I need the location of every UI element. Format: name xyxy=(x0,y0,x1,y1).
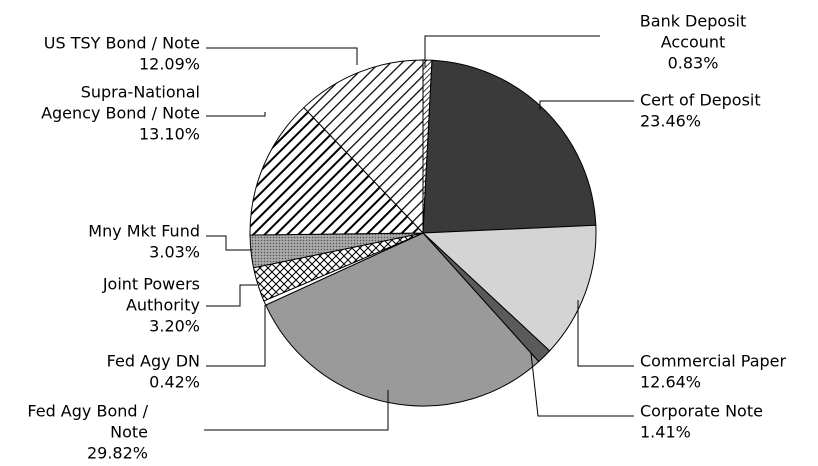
slice-value-label-1: 23.46% xyxy=(640,112,701,131)
slice-value-label-9: 12.09% xyxy=(139,55,200,74)
slice-label-0: Account xyxy=(661,33,726,52)
leader-line-3 xyxy=(530,352,634,417)
slice-value-label-7: 3.03% xyxy=(149,243,200,262)
slice-label-4: Fed Agy Bond / xyxy=(27,402,148,421)
leader-line-4 xyxy=(204,390,389,431)
slice-labels: Bank Deposit Account 0.83% Cert of Deposit 2… xyxy=(27,12,786,463)
slice-value-label-5: 0.42% xyxy=(149,373,200,392)
leader-lines xyxy=(204,35,634,431)
slice-value-label-8: 13.10% xyxy=(139,125,200,144)
leader-line-0 xyxy=(424,35,600,67)
slice-label-6: Joint Powers xyxy=(102,275,200,294)
pie-slice-8 xyxy=(249,106,425,236)
leader-line-5 xyxy=(206,305,266,367)
slice-label-8: Agency Bond / Note xyxy=(41,104,200,123)
slice-label-1: Cert of Deposit xyxy=(640,91,761,110)
slice-label-2: Commercial Paper xyxy=(640,352,787,371)
slice-label-3: Corporate Note xyxy=(640,402,763,421)
slice-value-label-2: 12.64% xyxy=(640,373,701,392)
slice-value-label-0: 0.83% xyxy=(668,54,719,73)
leader-line-1 xyxy=(539,100,634,110)
slice-value-label-6: 3.20% xyxy=(149,317,200,336)
slice-label-8: Supra-National xyxy=(81,83,200,102)
leader-line-8 xyxy=(206,112,266,117)
leader-line-9 xyxy=(206,47,358,65)
leader-line-2 xyxy=(577,300,634,367)
pie-slice-1 xyxy=(422,59,597,234)
pie-slice-9 xyxy=(303,59,424,235)
slice-value-label-4: 29.82% xyxy=(87,444,148,463)
leader-line-6 xyxy=(206,284,257,307)
slice-label-7: Mny Mkt Fund xyxy=(88,222,200,241)
slice-label-6: Authority xyxy=(126,296,200,315)
slice-label-0: Bank Deposit xyxy=(640,12,746,31)
pie-slices xyxy=(249,59,597,407)
slice-value-label-3: 1.41% xyxy=(640,423,691,442)
slice-label-5: Fed Agy DN xyxy=(107,352,200,371)
pie-slice-2 xyxy=(421,224,597,352)
leader-line-7 xyxy=(206,235,252,251)
slice-label-4: Note xyxy=(110,423,148,442)
slice-label-9: US TSY Bond / Note xyxy=(44,34,200,53)
